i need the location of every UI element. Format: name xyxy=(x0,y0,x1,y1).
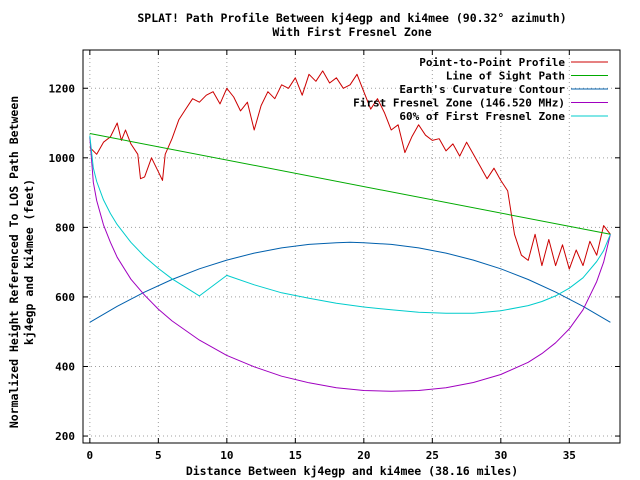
x-tick-label: 20 xyxy=(357,449,370,462)
y-tick-label: 1200 xyxy=(49,82,76,95)
x-tick-label: 35 xyxy=(563,449,576,462)
series-line-60-of-first-fresnel-zone xyxy=(89,135,611,314)
x-tick-label: 5 xyxy=(155,449,162,462)
series-line-earth-s-curvature-contour xyxy=(89,241,611,323)
x-tick-label: 15 xyxy=(289,449,302,462)
series-line-first-fresnel-zone-146-520-mhz xyxy=(89,136,611,392)
legend-label-earth-s-curvature-contour: Earth's Curvature Contour xyxy=(399,83,565,96)
plot-frame xyxy=(82,49,621,444)
x-tick-label: 10 xyxy=(220,449,233,462)
y-tick-label: 800 xyxy=(55,221,75,234)
y-tick-label: 200 xyxy=(55,430,75,443)
x-axis-label: Distance Between kj4egp and ki4mee (38.1… xyxy=(186,464,518,478)
y-axis-label-line1: Normalized Height Referenced To LOS Path… xyxy=(7,96,21,428)
x-tick-label: 0 xyxy=(87,449,94,462)
chart-title: SPLAT! Path Profile Between kj4egp and k… xyxy=(137,11,566,25)
y-tick-label: 600 xyxy=(55,291,75,304)
x-tick-label: 25 xyxy=(426,449,439,462)
series-line-line-of-sight-path xyxy=(89,133,611,235)
legend-label-point-to-point-profile: Point-to-Point Profile xyxy=(419,56,565,69)
series-lines xyxy=(89,70,611,392)
y-tick-label: 400 xyxy=(55,360,75,373)
legend-label-line-of-sight-path: Line of Sight Path xyxy=(446,70,565,83)
y-axis-label-line2: kj4egp and ki4mee (feet) xyxy=(22,179,36,345)
series-line-point-to-point-profile xyxy=(89,70,611,270)
x-tick-label: 30 xyxy=(494,449,507,462)
legend-label-first-fresnel-zone-146-520-mhz: First Fresnel Zone (146.520 MHz) xyxy=(353,97,565,110)
chart-subtitle: With First Fresnel Zone xyxy=(272,25,431,39)
y-tick-label: 1000 xyxy=(49,152,76,165)
legend-label-60-of-first-fresnel-zone: 60% of First Fresnel Zone xyxy=(399,110,565,123)
axis-ticks: 0 5 10 15 20 25 30 35 200 400 600 800 1000 1200 xyxy=(49,50,620,462)
